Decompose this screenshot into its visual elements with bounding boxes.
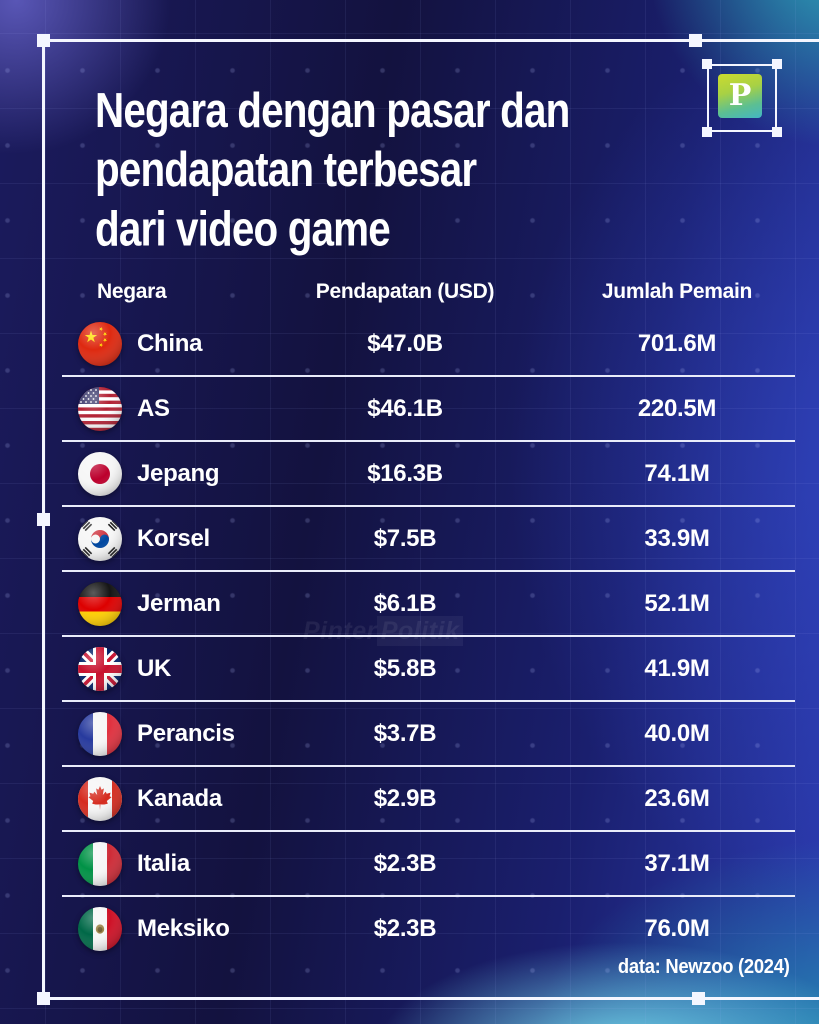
logo-handle-bottom-left xyxy=(702,127,712,137)
country-name: Korsel xyxy=(137,524,210,552)
country-flag-icon xyxy=(78,712,122,756)
frame-handle-top-mid xyxy=(689,34,702,47)
country-name: Jerman xyxy=(137,589,221,617)
players-value: 701.6M xyxy=(637,329,717,357)
brand-logo-letter: P xyxy=(728,78,752,113)
country-cell: UK xyxy=(62,647,251,691)
frame-handle-bottom-left xyxy=(37,992,50,1005)
revenue-value: $7.5B xyxy=(373,524,437,552)
table-body: China $47.0B 701.6M AS $46.1B 220.5M Jep… xyxy=(62,312,795,960)
country-name: Perancis xyxy=(137,719,235,747)
players-value: 41.9M xyxy=(644,654,710,682)
watermark-part2: Politik xyxy=(376,616,464,646)
title-line-3: dari video game xyxy=(95,200,391,256)
watermark-part1: Pinter xyxy=(303,617,377,645)
table-row: AS $46.1B 220.5M xyxy=(62,377,795,442)
revenue-value: $16.3B xyxy=(367,459,443,487)
revenue-value: $2.3B xyxy=(373,849,437,877)
players-value: 76.0M xyxy=(644,914,710,942)
country-flag-icon xyxy=(78,517,122,561)
country-name: AS xyxy=(137,394,170,422)
players-value: 40.0M xyxy=(644,719,710,747)
country-flag-icon xyxy=(78,777,122,821)
header-players: Jumlah Pemain xyxy=(601,280,753,303)
country-cell: Perancis xyxy=(62,712,251,756)
header-country: Negara xyxy=(97,280,167,303)
revenue-value: $47.0B xyxy=(367,329,443,357)
data-source: data: Newzoo (2024) xyxy=(618,956,790,978)
page-title: Negara dengan pasar dan pendapatan terbe… xyxy=(95,80,570,258)
country-cell: Italia xyxy=(62,842,251,886)
table-row: Perancis $3.7B 40.0M xyxy=(62,702,795,767)
title-line-2: pendapatan terbesar xyxy=(95,141,477,197)
table-row: Meksiko $2.3B 76.0M xyxy=(62,897,795,960)
players-value: 220.5M xyxy=(637,394,717,422)
revenue-value: $2.3B xyxy=(373,914,437,942)
table-row: China $47.0B 701.6M xyxy=(62,312,795,377)
players-value: 74.1M xyxy=(644,459,710,487)
frame-handle-top-left xyxy=(37,34,50,47)
table-row: Italia $2.3B 37.1M xyxy=(62,832,795,897)
table-row: Jepang $16.3B 74.1M xyxy=(62,442,795,507)
table-row: Korsel $7.5B 33.9M xyxy=(62,507,795,572)
frame-bottom-line xyxy=(42,997,819,1000)
country-flag-icon xyxy=(78,582,122,626)
country-cell: Korsel xyxy=(62,517,251,561)
frame-top-line xyxy=(42,39,819,42)
brand-logo: P xyxy=(718,74,762,118)
table-row: Kanada $2.9B 23.6M xyxy=(62,767,795,832)
country-name: Italia xyxy=(137,849,190,877)
players-value: 37.1M xyxy=(644,849,710,877)
title-line-1: Negara dengan pasar dan xyxy=(95,82,570,138)
country-name: China xyxy=(137,329,203,357)
country-flag-icon xyxy=(78,647,122,691)
country-flag-icon xyxy=(78,907,122,951)
table-row: UK $5.8B 41.9M xyxy=(62,637,795,702)
country-revenue-table: Negara Pendapatan (USD) Jumlah Pemain Ch… xyxy=(62,272,795,960)
country-flag-icon xyxy=(78,387,122,431)
revenue-value: $3.7B xyxy=(373,719,437,747)
country-name: Meksiko xyxy=(137,914,230,942)
players-value: 33.9M xyxy=(644,524,710,552)
brand-logo-selection: P xyxy=(702,59,782,137)
frame-handle-mid-left xyxy=(37,513,50,526)
country-name: Kanada xyxy=(137,784,222,812)
table-row: Jerman $6.1B 52.1M xyxy=(62,572,795,637)
header-revenue: Pendapatan (USD) xyxy=(315,280,495,303)
watermark: Pinter Politik xyxy=(303,616,464,646)
country-cell: China xyxy=(62,322,251,366)
country-name: UK xyxy=(137,654,172,682)
frame-handle-bottom-mid xyxy=(692,992,705,1005)
revenue-value: $6.1B xyxy=(373,589,437,617)
logo-handle-top-right xyxy=(772,59,782,69)
logo-handle-top-left xyxy=(702,59,712,69)
country-flag-icon xyxy=(78,452,122,496)
table-header-row: Negara Pendapatan (USD) Jumlah Pemain xyxy=(62,272,795,312)
country-flag-icon xyxy=(78,842,122,886)
country-cell: Jerman xyxy=(62,582,251,626)
revenue-value: $5.8B xyxy=(373,654,437,682)
country-cell: Meksiko xyxy=(62,907,251,951)
revenue-value: $46.1B xyxy=(367,394,443,422)
country-cell: AS xyxy=(62,387,251,431)
country-name: Jepang xyxy=(137,459,220,487)
players-value: 23.6M xyxy=(644,784,710,812)
country-flag-icon xyxy=(78,322,122,366)
revenue-value: $2.9B xyxy=(373,784,437,812)
country-cell: Jepang xyxy=(62,452,251,496)
country-cell: Kanada xyxy=(62,777,251,821)
logo-handle-bottom-right xyxy=(772,127,782,137)
players-value: 52.1M xyxy=(644,589,710,617)
